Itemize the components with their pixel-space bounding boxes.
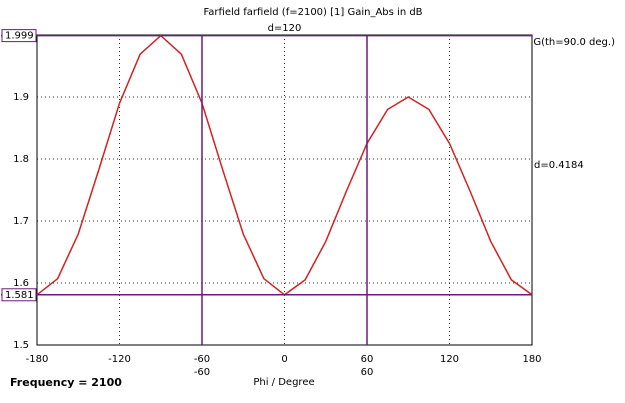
chart-title: Farfield farfield (f=2100) [1] Gain_Abs … (203, 7, 422, 18)
y-marker-box (1, 29, 37, 43)
legend-entry: G(th=90.0 deg.) (533, 37, 615, 48)
y-marker-box (1, 288, 37, 302)
plot-frame (36, 34, 533, 346)
x-tick-label: 120 (440, 354, 459, 365)
y-tick-label: 1.8 (13, 154, 29, 165)
y-tick-label: 1.7 (13, 216, 29, 227)
x-axis-label: Phi / Degree (253, 377, 314, 388)
x-tick-label: -180 (26, 354, 49, 365)
y-marker-label: 1.581 (5, 290, 34, 301)
x-marker-delta: d=120 (268, 23, 302, 34)
footer: Frequency = 2100 (10, 376, 122, 389)
x-tick-label: 0 (281, 354, 287, 365)
x-tick-label: 60 (361, 354, 374, 365)
x-tick-label: -60 (194, 354, 210, 365)
x-tick-label: 180 (522, 354, 541, 365)
y-tick-label: 1.6 (13, 278, 29, 289)
x-marker-label: 60 (361, 367, 374, 378)
y-tick-label: 1.5 (13, 340, 29, 351)
x-marker-label: -60 (194, 367, 210, 378)
y-tick-label: 1.9 (13, 92, 29, 103)
x-tick-label: -120 (108, 354, 131, 365)
y-marker-label: 1.999 (5, 31, 34, 42)
y-marker-delta: d=0.4184 (534, 160, 584, 171)
